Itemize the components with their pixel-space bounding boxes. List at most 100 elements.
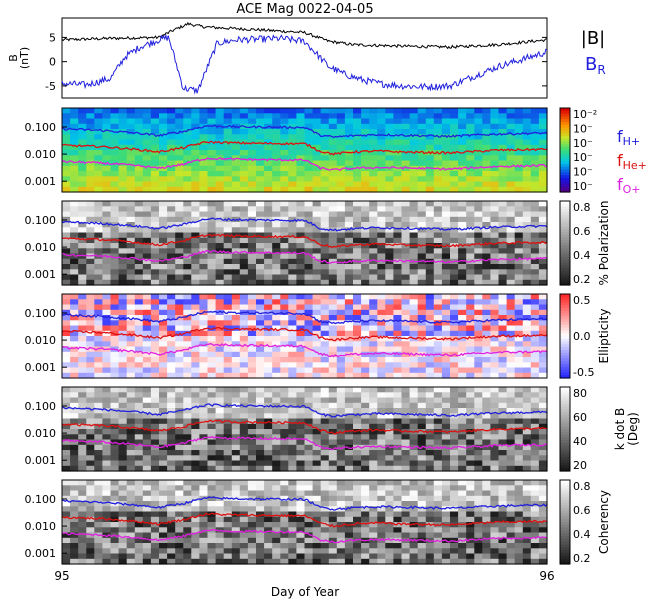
coherency-cell — [409, 480, 419, 486]
k-dot-b-cell — [183, 418, 192, 425]
ellipticity-cell — [320, 372, 330, 379]
k-dot-b-colorbar-frame — [559, 386, 571, 472]
polarization-cell — [126, 227, 136, 234]
k-dot-b-cell — [134, 423, 144, 430]
polarization-cell — [150, 279, 160, 286]
polarization-cell — [336, 274, 346, 281]
power-spectrum-cell — [231, 129, 241, 135]
power-spectrum-cell — [62, 139, 71, 146]
k-dot-b-cell — [272, 423, 281, 430]
coherency-cell — [223, 490, 233, 497]
coherency-cell — [296, 490, 306, 497]
polarization-cell — [328, 232, 338, 239]
k-dot-b-cell — [223, 429, 233, 435]
polarization-cell — [514, 243, 524, 249]
polarization-cell — [288, 264, 297, 270]
power-spectrum-colorbar-tick-label: 10⁻ — [573, 151, 593, 164]
coherency-cell — [110, 485, 120, 492]
k-dot-b-cell — [183, 392, 192, 399]
ellipticity-cell — [78, 315, 87, 321]
power-spectrum-cell — [361, 118, 370, 125]
polarization-cell — [102, 264, 112, 270]
ellipticity-cell — [409, 341, 419, 348]
polarization-cell — [288, 211, 297, 218]
polarization-cell — [450, 211, 459, 218]
power-spectrum-cell — [207, 155, 217, 162]
coherency-cell — [377, 532, 386, 539]
coherency-cell — [514, 511, 524, 518]
k-dot-b-cell — [482, 465, 491, 472]
power-spectrum-cell — [272, 165, 281, 172]
k-dot-b-cell — [312, 397, 322, 404]
k-dot-b-cell — [264, 387, 273, 393]
power-spectrum-cell — [126, 160, 136, 167]
ellipticity-cell — [538, 304, 548, 311]
power-spectrum-cell — [280, 150, 289, 156]
polarization-cell — [118, 227, 128, 234]
ellipticity-cell — [70, 351, 79, 358]
polarization-cell — [409, 248, 419, 255]
coherency-cell — [239, 548, 249, 555]
ellipticity-cell — [433, 346, 443, 353]
coherency-cell — [167, 485, 176, 492]
polarization-cell — [466, 206, 475, 213]
k-dot-b-cell — [304, 465, 314, 472]
polarization-cell — [264, 269, 273, 276]
power-spectrum-cell — [215, 144, 225, 151]
coherency-cell — [441, 506, 451, 513]
power-spectrum-cell — [296, 171, 306, 177]
ellipticity-cell — [538, 330, 548, 337]
ellipticity-cell — [538, 372, 548, 379]
ellipticity-cell — [369, 336, 378, 342]
ellipticity-cell — [296, 325, 306, 332]
polarization-cell — [506, 243, 516, 249]
power-spectrum-cell — [150, 123, 160, 130]
k-dot-b-cell — [514, 455, 524, 462]
power-spectrum-cell — [353, 186, 362, 193]
ellipticity-cell — [522, 351, 532, 358]
k-dot-b-cell — [328, 444, 338, 451]
k-dot-b-cell — [336, 439, 346, 446]
power-spectrum-colorbar-step — [560, 164, 570, 168]
power-spectrum-cell — [167, 144, 176, 151]
ellipticity-cell — [142, 346, 152, 353]
ellipticity-cell — [288, 351, 297, 358]
power-spectrum-cell — [474, 113, 483, 120]
power-spectrum-cell — [377, 118, 386, 125]
polarization-cell — [272, 279, 281, 286]
polarization-cell — [336, 258, 346, 265]
k-dot-b-cell — [183, 455, 192, 462]
k-dot-b-colorbar-step — [560, 403, 570, 408]
coherency-cell — [304, 511, 314, 518]
ellipticity-cell — [466, 351, 475, 358]
polarization-cell — [458, 279, 467, 286]
coherency-cell — [401, 480, 411, 486]
ellipticity-cell — [296, 341, 306, 348]
power-spectrum-cell — [514, 176, 524, 183]
k-dot-b-cell — [344, 439, 354, 446]
polarization-cell — [425, 222, 435, 228]
k-dot-b-cell — [450, 429, 459, 435]
k-dot-b-cell — [102, 397, 112, 404]
power-spectrum-colorbar-step — [560, 127, 570, 131]
coherency-cell — [199, 485, 209, 492]
polarization-cell — [62, 201, 71, 207]
polarization-cell — [466, 248, 475, 255]
power-spectrum-cell — [199, 165, 209, 172]
coherency-cell — [498, 490, 508, 497]
k-dot-b-cell — [377, 423, 386, 430]
polarization-cell — [320, 232, 330, 239]
ellipticity-cell — [118, 294, 128, 300]
power-spectrum-cell — [409, 160, 419, 167]
coherency-cell — [288, 480, 297, 486]
ellipticity-cell — [506, 372, 516, 379]
polarization-cell — [118, 274, 128, 281]
ellipticity-cell — [304, 336, 314, 342]
polarization-cell — [207, 237, 217, 244]
ellipticity-cell — [126, 341, 136, 348]
ellipticity-cell — [369, 372, 378, 379]
power-spectrum-cell — [312, 165, 322, 172]
ellipticity-cell — [199, 299, 209, 306]
power-spectrum-cell — [353, 123, 362, 130]
k-dot-b-cell — [361, 387, 370, 393]
